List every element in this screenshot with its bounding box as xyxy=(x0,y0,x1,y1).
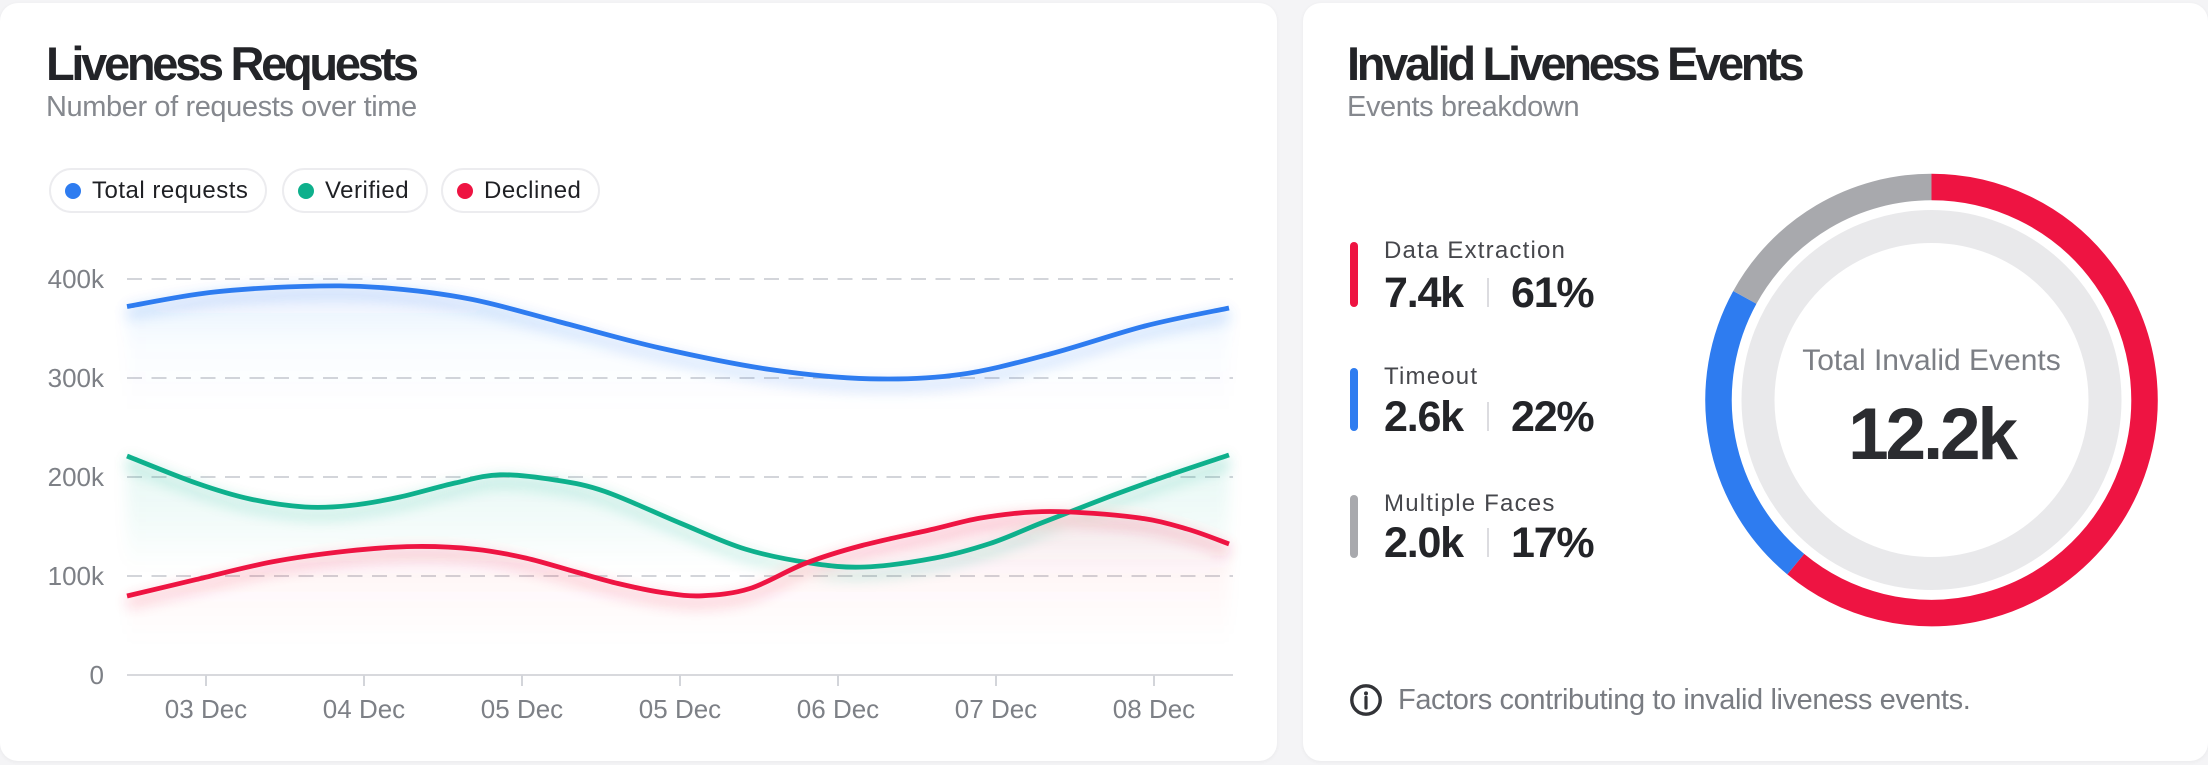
svg-text:0: 0 xyxy=(90,660,104,690)
svg-text:08 Dec: 08 Dec xyxy=(1113,694,1195,724)
svg-text:06 Dec: 06 Dec xyxy=(797,694,879,724)
svg-text:200k: 200k xyxy=(48,462,105,492)
svg-text:05 Dec: 05 Dec xyxy=(481,694,563,724)
svg-text:05 Dec: 05 Dec xyxy=(639,694,721,724)
svg-text:04 Dec: 04 Dec xyxy=(323,694,405,724)
svg-text:Total Invalid Events: Total Invalid Events xyxy=(1802,344,2060,377)
svg-text:07 Dec: 07 Dec xyxy=(955,694,1037,724)
svg-text:400k: 400k xyxy=(48,264,105,294)
svg-text:03 Dec: 03 Dec xyxy=(165,694,247,724)
svg-text:12.2k: 12.2k xyxy=(1848,394,2018,475)
svg-text:100k: 100k xyxy=(48,561,105,591)
svg-text:300k: 300k xyxy=(48,363,105,393)
